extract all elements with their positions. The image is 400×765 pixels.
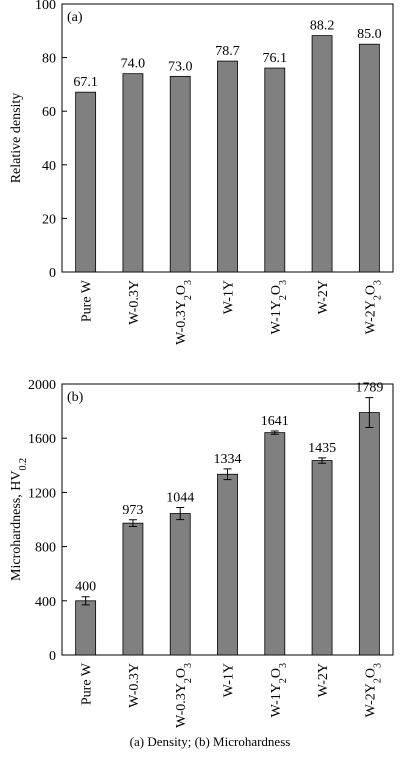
value-label: 78.7 <box>215 44 240 59</box>
value-label: 73.0 <box>168 59 193 74</box>
value-label: 1641 <box>261 414 289 429</box>
value-label: 85.0 <box>357 27 382 42</box>
x-tick-label: Pure W <box>80 662 95 705</box>
y-tick-label: 80 <box>42 52 56 67</box>
bar <box>169 75 191 273</box>
error-bar <box>318 457 327 464</box>
caption: (a) Density; (b) Microhardness <box>130 734 291 749</box>
bar <box>75 91 97 273</box>
y-tick-label: 1200 <box>28 486 56 501</box>
x-tick-label: W-0.3Y <box>127 280 142 325</box>
value-label: 1334 <box>214 452 242 467</box>
value-label: 67.1 <box>73 75 98 90</box>
bar <box>264 432 286 656</box>
y-tick-label: 800 <box>35 541 56 556</box>
x-tick-label: W-2Y2O3 <box>363 663 383 717</box>
x-tick-label: W-0.3Y2O3 <box>174 280 194 345</box>
bar <box>169 513 191 656</box>
value-label: 400 <box>75 580 96 595</box>
value-label: 76.1 <box>263 51 288 66</box>
bar <box>358 43 380 273</box>
x-tick-label: W-2Y <box>316 663 331 697</box>
y-tick-label: 0 <box>49 266 56 281</box>
error-bar <box>176 506 185 521</box>
bar <box>358 412 380 656</box>
y-tick-label: 400 <box>35 595 56 610</box>
value-label: 1789 <box>355 381 383 396</box>
x-tick-label: W-1Y <box>222 280 237 314</box>
panel-label: (b) <box>67 390 84 405</box>
error-bar <box>223 468 232 481</box>
value-label: 74.0 <box>121 57 146 72</box>
x-tick-label: W-2Y <box>316 280 331 314</box>
y-tick-label: 60 <box>42 105 56 120</box>
y-tick-label: 40 <box>42 159 56 174</box>
x-tick-label: W-2Y2O3 <box>363 280 383 334</box>
y-tick-label: 20 <box>42 212 56 227</box>
bar <box>122 73 144 273</box>
y-tick-label: 2000 <box>28 378 56 393</box>
x-tick-label: W-0.3Y2O3 <box>174 663 194 728</box>
value-label: 1044 <box>166 490 194 505</box>
error-bar <box>81 596 90 606</box>
panel-label: (a) <box>67 10 83 25</box>
value-label: 973 <box>122 503 143 518</box>
bar <box>311 460 333 656</box>
error-bar <box>128 519 137 528</box>
y-tick-label: 1600 <box>28 432 56 447</box>
y-tick-label: 0 <box>49 649 56 664</box>
x-tick-label: W-1Y2O3 <box>269 663 289 717</box>
error-bar <box>270 430 279 435</box>
value-label: 88.2 <box>310 19 335 34</box>
x-tick-label: W-0.3Y <box>127 663 142 708</box>
x-tick-label: W-1Y2O3 <box>269 280 289 334</box>
x-tick-label: Pure W <box>80 279 95 322</box>
bar <box>311 35 333 273</box>
value-label: 1435 <box>308 441 336 456</box>
bar <box>122 522 144 656</box>
y-axis-label: Relative density <box>9 93 24 184</box>
bar <box>217 473 238 656</box>
bar <box>75 600 97 656</box>
error-bar <box>365 397 374 428</box>
x-tick-label: W-1Y <box>222 663 237 697</box>
y-axis-label: Microhardness, HV0.2 <box>9 458 29 581</box>
y-tick-label: 100 <box>35 0 56 13</box>
bar <box>217 60 238 273</box>
bar <box>264 67 286 273</box>
